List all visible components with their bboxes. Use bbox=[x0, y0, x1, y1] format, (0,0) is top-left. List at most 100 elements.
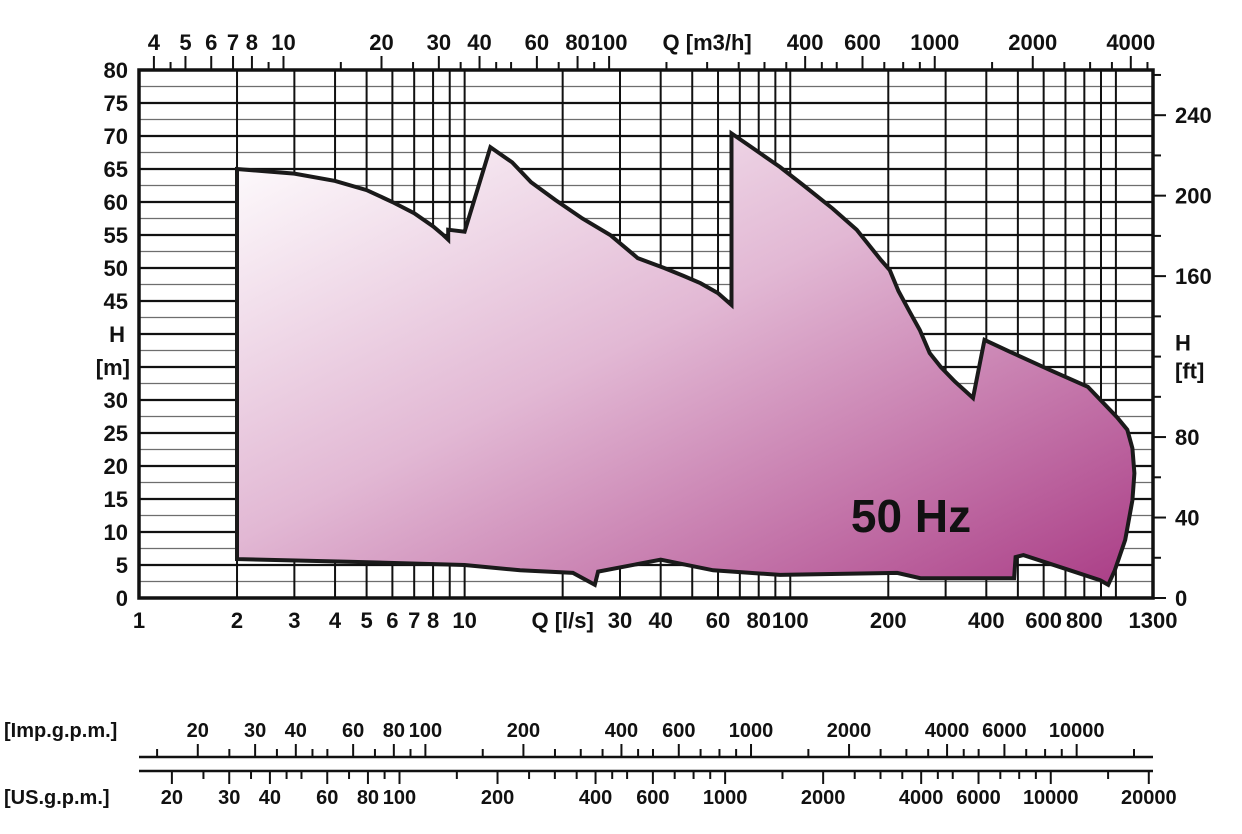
top-axis-tick-label: 20 bbox=[369, 30, 393, 55]
bottom-axis-tick-label: 400 bbox=[968, 608, 1005, 633]
top-axis-tick-label: 80 bbox=[565, 30, 589, 55]
bottom-axis-tick-label: 2 bbox=[231, 608, 243, 633]
top-axis-tick-label: 60 bbox=[525, 30, 549, 55]
left-axis-tick-label: 45 bbox=[104, 289, 128, 314]
top-axis-tick-label: 8 bbox=[246, 30, 258, 55]
bottom-axis-tick-label: 40 bbox=[648, 608, 672, 633]
imp-gpm-ruler-tick-label: 6000 bbox=[982, 720, 1027, 742]
us-gpm-ruler-tick-label: 4000 bbox=[899, 787, 944, 809]
left-axis-tick-label: 55 bbox=[104, 223, 128, 248]
left-axis-tick-label: 65 bbox=[104, 157, 128, 182]
imp-gpm-ruler-tick-label: 30 bbox=[244, 720, 266, 742]
top-axis-tick-label: 10 bbox=[271, 30, 295, 55]
bottom-axis-tick-label: 5 bbox=[360, 608, 372, 633]
us-gpm-ruler-tick-label: 20000 bbox=[1121, 787, 1177, 809]
bottom-axis-tick-label: 60 bbox=[706, 608, 730, 633]
us-gpm-ruler-tick-label: 600 bbox=[636, 787, 669, 809]
us-gpm-ruler-tick-label: 200 bbox=[481, 787, 514, 809]
bottom-axis-tick-label: 3 bbox=[288, 608, 300, 633]
us-gpm-ruler-tick-label: 1000 bbox=[703, 787, 748, 809]
imp-gpm-ruler-tick-label: 200 bbox=[507, 720, 540, 742]
bottom-axis-tick-label: 6 bbox=[386, 608, 398, 633]
bottom-axis-tick-label: 30 bbox=[608, 608, 632, 633]
right-axis-tick-label: 0 bbox=[1175, 586, 1187, 611]
imp-gpm-ruler-tick-label: 40 bbox=[285, 720, 307, 742]
imp-gpm-ruler-tick-label: 4000 bbox=[925, 720, 970, 742]
imp-gpm-ruler-tick-label: 2000 bbox=[827, 720, 872, 742]
us-gpm-ruler-tick-label: 400 bbox=[579, 787, 612, 809]
us-gpm-ruler-tick-label: 6000 bbox=[956, 787, 1001, 809]
bottom-axis-tick-label: 4 bbox=[329, 608, 342, 633]
pump-envelope-area bbox=[235, 129, 1137, 588]
left-axis-tick-label: 80 bbox=[104, 58, 128, 83]
bottom-axis-tick-label: 800 bbox=[1066, 608, 1103, 633]
imp-gpm-ruler-tick-label: 600 bbox=[662, 720, 695, 742]
us-gpm-ruler-tick-label: 100 bbox=[383, 787, 416, 809]
top-axis-tick-label: 4 bbox=[148, 30, 161, 55]
right-axis-tick-label: 200 bbox=[1175, 184, 1212, 209]
us-gpm-ruler-tick-label: 40 bbox=[259, 787, 281, 809]
imp-gpm-ruler-tick-label: 100 bbox=[409, 720, 442, 742]
right-axis-title-line2: [ft] bbox=[1175, 359, 1204, 384]
bottom-axis-tick-label: 80 bbox=[746, 608, 770, 633]
bottom-axis-tick-label: 100 bbox=[772, 608, 809, 633]
bottom-axis-title: Q [l/s] bbox=[531, 608, 593, 633]
top-axis-tick-label: 100 bbox=[591, 30, 628, 55]
imp-gpm-ruler-tick-label: 1000 bbox=[729, 720, 774, 742]
right-axis-tick-label: 160 bbox=[1175, 264, 1212, 289]
y-axis-right-ft: 0 40 80 160 200 240 H [ft] bbox=[1153, 73, 1212, 611]
bottom-axis-tick-label: 200 bbox=[870, 608, 907, 633]
imp-gpm-ruler-tick-label: 400 bbox=[605, 720, 638, 742]
left-axis-tick-label: 5 bbox=[116, 553, 128, 578]
top-axis-tick-label: 600 bbox=[844, 30, 881, 55]
top-axis-title: Q [m3/h] bbox=[663, 30, 752, 55]
left-axis-tick-label: 20 bbox=[104, 454, 128, 479]
bottom-axis-tick-label: 8 bbox=[427, 608, 439, 633]
x-axis-top-m3h: 4 5 6 7 8 10 20 30 40 60 80 100 400 600 1000 2000 4000 Q … bbox=[148, 30, 1155, 70]
imp-gpm-ruler-unit-label: [Imp.g.p.m.] bbox=[4, 720, 117, 742]
top-axis-tick-label: 40 bbox=[467, 30, 491, 55]
top-axis-tick-label: 6 bbox=[205, 30, 217, 55]
left-axis-tick-label: 70 bbox=[104, 124, 128, 149]
left-axis-tick-label: 50 bbox=[104, 256, 128, 281]
left-axis-tick-label: 60 bbox=[104, 190, 128, 215]
plot-frame bbox=[137, 68, 1155, 600]
imp-gpm-ruler-tick-label: 20 bbox=[187, 720, 209, 742]
us-gpm-ruler-tick-label: 60 bbox=[316, 787, 338, 809]
right-axis-tick-label: 80 bbox=[1175, 425, 1199, 450]
right-axis-tick-label: 40 bbox=[1175, 506, 1199, 531]
us-gpm-ruler: 20 30 40 60 80 100 200 400 600 1000 2000 4000 6000 10… bbox=[4, 769, 1177, 809]
bottom-axis-tick-label: 7 bbox=[408, 608, 420, 633]
us-gpm-ruler-tick-label: 30 bbox=[218, 787, 240, 809]
top-axis-tick-label: 5 bbox=[179, 30, 191, 55]
top-axis-tick-label: 2000 bbox=[1008, 30, 1057, 55]
right-axis-tick-label: 240 bbox=[1175, 103, 1212, 128]
us-gpm-ruler-unit-label: [US.g.p.m.] bbox=[4, 787, 110, 809]
bottom-axis-tick-label: 10 bbox=[452, 608, 476, 633]
imp-gpm-ruler: 20 30 40 60 80 100 200 400 600 1000 2000 4000 6000 10… bbox=[4, 720, 1153, 759]
bottom-axis-tick-label: 1 bbox=[133, 608, 145, 633]
imp-gpm-ruler-tick-label: 10000 bbox=[1049, 720, 1105, 742]
us-gpm-ruler-tick-label: 2000 bbox=[801, 787, 846, 809]
frequency-annotation: 50 Hz bbox=[851, 490, 971, 542]
us-gpm-ruler-tick-label: 20 bbox=[161, 787, 183, 809]
left-axis-tick-label: 25 bbox=[104, 421, 128, 446]
us-gpm-ruler-tick-label: 10000 bbox=[1023, 787, 1079, 809]
left-axis-tick-label: 15 bbox=[104, 487, 128, 512]
us-gpm-ruler-tick-label: 80 bbox=[357, 787, 379, 809]
x-axis-bottom-ls: 1 2 3 4 5 6 7 8 10 30 40 60 80 100 200 400 600 800 1300 Q [… bbox=[133, 608, 1178, 633]
top-axis-tick-label: 400 bbox=[787, 30, 824, 55]
left-axis-tick-label: 75 bbox=[104, 91, 128, 116]
imp-gpm-ruler-tick-label: 60 bbox=[342, 720, 364, 742]
top-axis-tick-label: 4000 bbox=[1106, 30, 1155, 55]
y-axis-left-m: 0 5 10 15 20 25 30 45 50 55 60 65 70 75 80 H [m] bbox=[96, 58, 130, 611]
left-axis-tick-label: 10 bbox=[104, 520, 128, 545]
top-axis-tick-label: 1000 bbox=[910, 30, 959, 55]
left-axis-title-line2: [m] bbox=[96, 355, 130, 380]
right-axis-title-line1: H bbox=[1175, 331, 1191, 356]
imp-gpm-ruler-tick-label: 80 bbox=[383, 720, 405, 742]
left-axis-title-line1: H bbox=[109, 322, 125, 347]
top-axis-tick-label: 7 bbox=[227, 30, 239, 55]
